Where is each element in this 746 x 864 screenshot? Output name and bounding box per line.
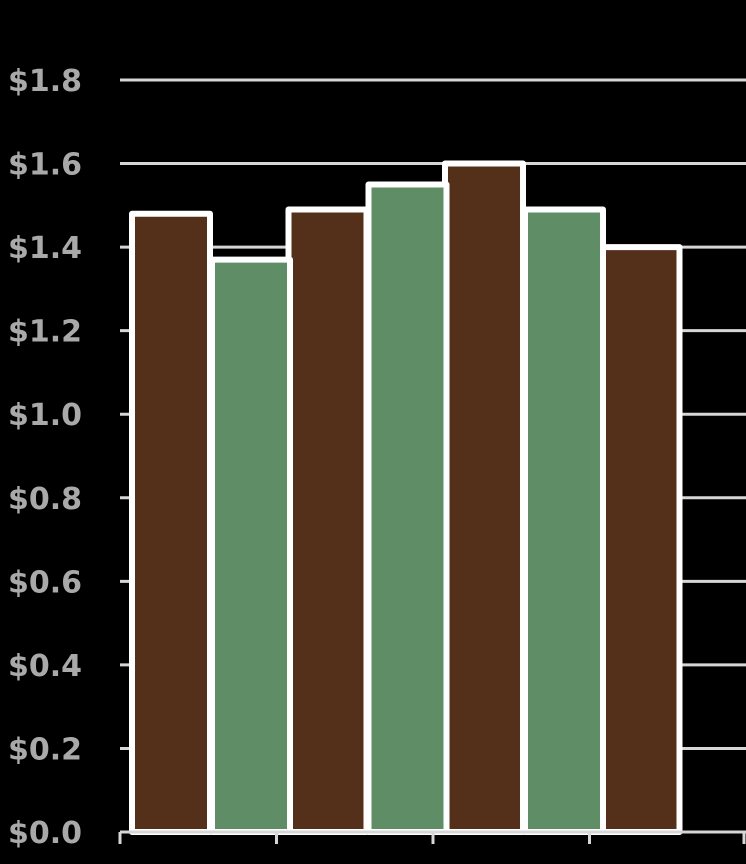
y-tick-label: $1.2 — [8, 315, 82, 350]
y-axis-tick-labels: $0.0 $0.2 $0.4 $0.6 $0.8 $1.0 $1.2 $1.4 $1.6 $1.8 — [8, 64, 82, 851]
x-axis — [118, 830, 746, 844]
y-tick-label: $0.8 — [8, 482, 82, 517]
bar-series-1-category-3 — [442, 160, 526, 836]
bar-series-1-category-2 — [285, 206, 370, 835]
bar-series-1-category-4 — [598, 244, 683, 836]
y-tick-label: $0.0 — [8, 816, 82, 851]
bars — [129, 160, 683, 836]
bar-series-2-category-3 — [522, 206, 606, 835]
bar-series-2-category-1 — [209, 256, 293, 835]
y-tick-label: $0.4 — [8, 649, 82, 684]
y-tick-label: $1.6 — [8, 148, 82, 183]
y-tick-label: $0.2 — [8, 732, 82, 767]
y-tick-label: $0.6 — [8, 565, 82, 600]
y-tick-label: $1.4 — [8, 231, 82, 266]
bar-series-2-category-2 — [365, 181, 450, 835]
bar-series-1-category-1 — [129, 210, 213, 835]
y-tick-label: $1.0 — [8, 398, 82, 433]
y-tick-label: $1.8 — [8, 64, 82, 99]
